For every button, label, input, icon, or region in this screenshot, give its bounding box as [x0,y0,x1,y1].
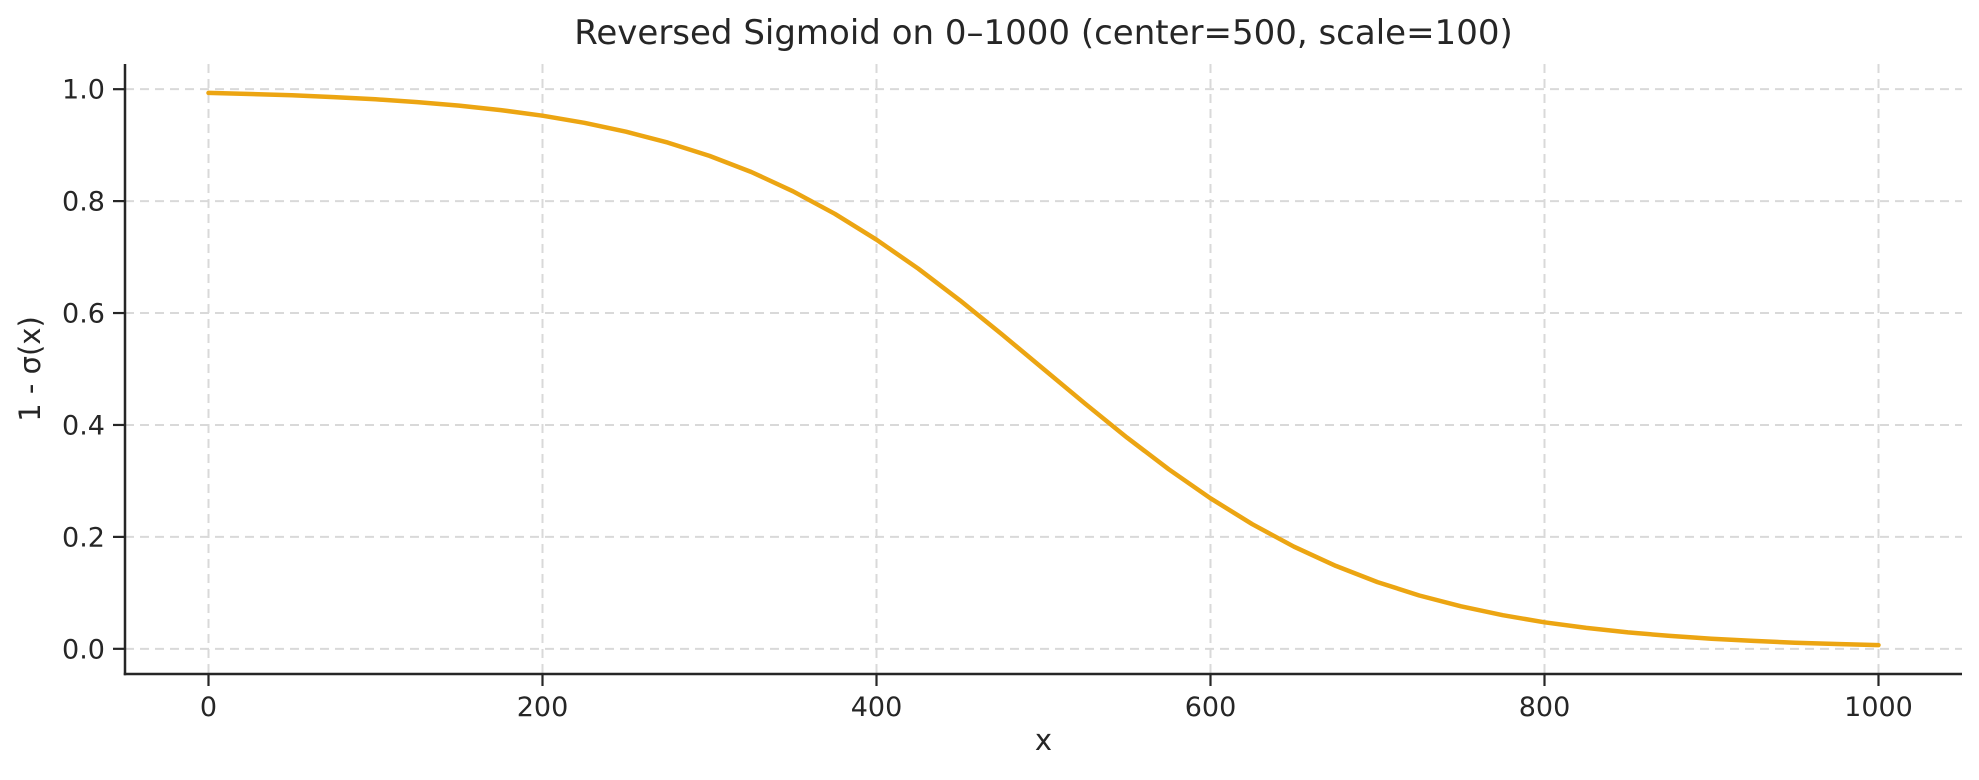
x-tick-label: 1000 [1844,692,1913,723]
x-axis-label: x [1035,723,1052,757]
chart-title: Reversed Sigmoid on 0–1000 (center=500, … [574,13,1512,53]
y-tick-label: 0.2 [62,522,105,553]
y-tick-label: 0.0 [62,634,105,665]
x-tick-label: 600 [1185,692,1237,723]
axes-spines-and-ticks [113,64,1962,686]
y-tick-label: 0.4 [62,410,105,441]
y-axis-label: 1 - σ(x) [13,316,47,422]
y-tick-label: 0.8 [62,187,105,218]
y-tick-label: 0.6 [62,299,105,330]
y-tick-label: 1.0 [62,75,105,106]
tick-labels: 0 200 400 600 800 1000 0.0 0.2 0.4 0.6 0.8 1.0 [62,75,1913,723]
grid-lines [125,64,1962,674]
x-tick-label: 200 [517,692,569,723]
x-tick-label: 800 [1519,692,1571,723]
series-line [206,90,1881,648]
sigmoid-curve [206,90,1881,648]
x-tick-label: 400 [851,692,903,723]
x-tick-label: 0 [200,692,217,723]
